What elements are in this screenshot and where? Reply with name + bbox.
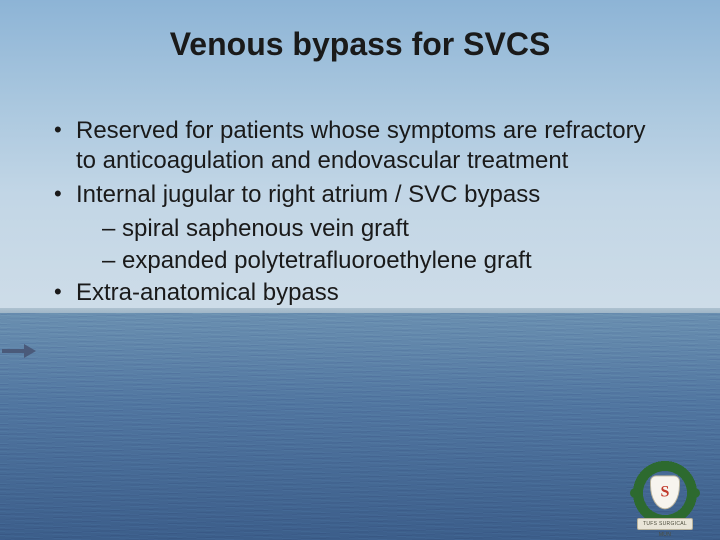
logo-letter: S — [661, 483, 670, 501]
bullet-item: Internal jugular to right atrium / SVC b… — [48, 180, 660, 210]
arrow-head — [24, 344, 36, 358]
slide-body: Reserved for patients whose symptoms are… — [48, 116, 660, 312]
slide: Venous bypass for SVCS Reserved for pati… — [0, 0, 720, 540]
pointer-arrow-icon — [2, 344, 36, 358]
bullet-item: Extra-anatomical bypass — [48, 278, 660, 308]
slide-title: Venous bypass for SVCS — [0, 26, 720, 63]
arrow-shaft — [2, 349, 26, 353]
bullet-subitem: – expanded polytetrafluoroethylene graft — [48, 246, 660, 276]
bullet-subitem: – spiral saphenous vein graft — [48, 214, 660, 244]
org-logo: S TUFS SURGICAL MUN — [632, 460, 698, 526]
bullet-list: Reserved for patients whose symptoms are… — [48, 116, 660, 308]
bullet-item: Reserved for patients whose symptoms are… — [48, 116, 660, 176]
logo-ribbon: TUFS SURGICAL MUN — [637, 518, 693, 530]
background-water — [0, 313, 720, 540]
